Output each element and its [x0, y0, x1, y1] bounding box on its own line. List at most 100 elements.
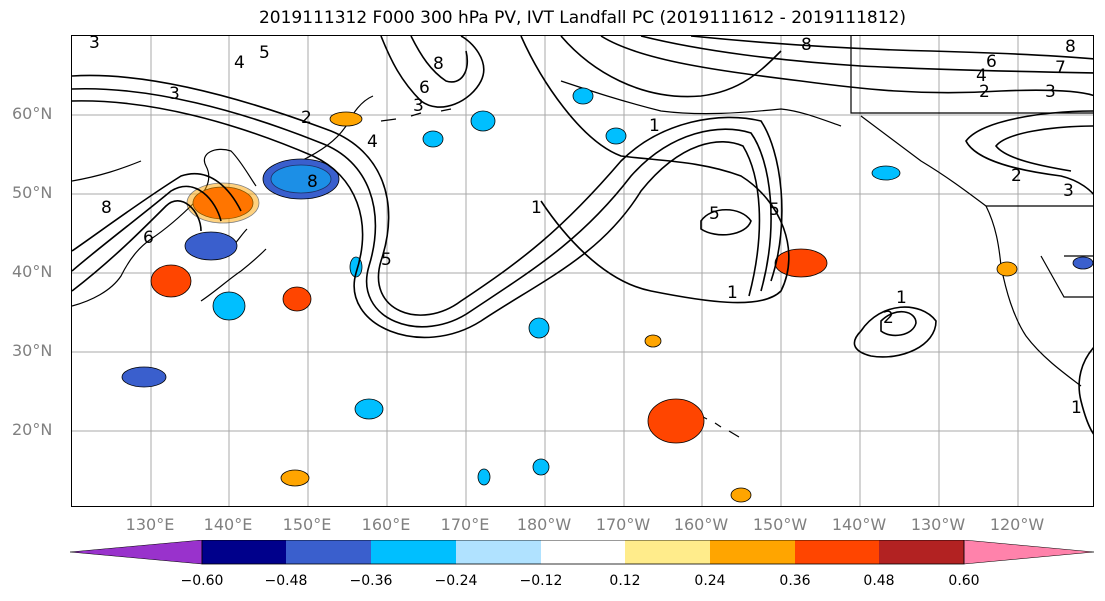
pv-negative-region	[871, 165, 901, 181]
na-coast	[860, 115, 1082, 387]
pv-negative-region	[532, 458, 550, 476]
contour-label: 2	[883, 308, 894, 328]
map-canvas: 3 5 4 3 8 8 6 5 4 3 2 1 8 6 5 1 5 1 8 1 …	[72, 36, 1093, 506]
contour-label: 2	[979, 82, 990, 102]
pv-negative-region	[354, 398, 384, 420]
pv-anomaly-shading	[121, 87, 1093, 503]
contour-label: 2	[301, 108, 312, 128]
lon-label: 150°E	[282, 515, 332, 534]
colorbar-tick-label: −0.60	[180, 573, 224, 589]
contour-label: 3	[1045, 82, 1056, 102]
pv-positive-region	[644, 334, 662, 348]
pv-negative-region	[605, 127, 627, 145]
pv-negative-region	[121, 366, 167, 388]
contour-label-group: 3 5 4 3 8 8 6 5 4 3 2 1 8 6 5 1 5 1 8 1 …	[89, 36, 1082, 418]
pv-negative-region	[470, 110, 496, 132]
colorbar-outline	[201, 540, 965, 565]
pv-negative-region	[270, 164, 332, 194]
colorbar-tick-label: −0.36	[349, 573, 393, 589]
colorbar-tick-label: −0.48	[264, 573, 308, 589]
ivt-contours	[72, 36, 1093, 435]
lon-label: 120°W	[989, 515, 1045, 534]
colorbar-segment	[286, 540, 371, 564]
contour-label: 3	[169, 84, 180, 104]
contour-label: 6	[143, 228, 154, 248]
pv-negative-region	[184, 231, 238, 261]
lon-label: 140°E	[203, 515, 253, 534]
pv-positive-region	[647, 398, 705, 444]
pv-negative-region	[422, 130, 444, 148]
lat-label: 60°N	[12, 104, 53, 123]
lon-label: 140°W	[831, 515, 887, 534]
colorbar-high-extend	[963, 540, 1095, 565]
lon-label: 180°W	[516, 515, 572, 534]
pv-positive-region	[282, 286, 312, 312]
contour-label: 6	[986, 52, 997, 72]
pv-negative-region	[572, 87, 594, 105]
colorbar-segment	[541, 540, 625, 564]
pv-negative-region	[1072, 256, 1093, 270]
contour-label: 8	[801, 36, 812, 55]
canada-border	[850, 36, 1093, 114]
contour-label: 1	[896, 288, 907, 308]
lon-label: 150°W	[752, 515, 808, 534]
colorbar-tick-label: 0.12	[609, 573, 641, 589]
pv-positive-region	[280, 469, 310, 487]
contour-label: 4	[234, 53, 245, 73]
lat-label: 20°N	[12, 420, 53, 439]
colorbar-tick-label: 0.36	[779, 573, 811, 589]
lat-label: 40°N	[12, 262, 53, 281]
contour-label: 5	[769, 200, 780, 220]
colorbar-segment	[371, 540, 456, 564]
colorbar-segment	[456, 540, 541, 564]
pv-negative-region	[528, 317, 550, 339]
lon-label: 170°W	[595, 515, 651, 534]
pv-negative-region	[212, 291, 246, 321]
lon-label: 160°W	[673, 515, 729, 534]
contour-label: 6	[419, 78, 430, 98]
contour-label: 3	[89, 36, 100, 53]
contour-label: 1	[649, 116, 660, 136]
contour-label: 7	[1055, 58, 1066, 78]
contour-label: 2	[1011, 166, 1022, 186]
contour-label: 8	[101, 198, 112, 218]
colorbar-segment	[710, 540, 795, 564]
lon-label: 170°E	[440, 515, 490, 534]
colorbar-segment	[795, 540, 879, 564]
lat-label: 30°N	[12, 341, 53, 360]
colorbar-tick-label: −0.24	[434, 573, 478, 589]
colorbar-segment	[879, 540, 964, 564]
map-panel: 3 5 4 3 8 8 6 5 4 3 2 1 8 6 5 1 5 1 8 1 …	[71, 35, 1094, 507]
contour-label: 8	[1065, 37, 1076, 57]
contour-label: 1	[727, 283, 738, 303]
aleutian-islands	[380, 108, 484, 122]
us-borders	[986, 205, 1093, 298]
colorbar-tick-label: 0.48	[863, 573, 895, 589]
lon-label: 160°E	[361, 515, 411, 534]
colorbar-segment	[625, 540, 710, 564]
contour-label: 3	[413, 96, 424, 116]
colorbar-segment	[202, 540, 286, 564]
hawaii-islands	[700, 415, 740, 438]
contour-label: 8	[307, 172, 318, 192]
pv-negative-region	[477, 468, 491, 486]
pv-positive-region	[996, 261, 1018, 277]
alaska-coast	[560, 80, 842, 127]
colorbar-tick-label: 0.60	[948, 573, 980, 589]
graticule	[72, 36, 1093, 506]
pv-positive-region	[329, 111, 363, 127]
lon-label: 130°E	[125, 515, 175, 534]
contour-label: 1	[1071, 398, 1082, 418]
contour-label: 5	[381, 250, 392, 270]
pv-positive-region	[774, 248, 828, 278]
colorbar-low-extend	[70, 540, 203, 565]
contour-label: 1	[531, 198, 542, 218]
contour-label: 3	[1063, 181, 1074, 201]
contour-label: 8	[433, 54, 444, 74]
contour-label: 4	[976, 66, 987, 86]
contour-label: 5	[709, 204, 720, 224]
pv-positive-region	[730, 487, 752, 503]
contour-label: 4	[367, 132, 378, 152]
contour-label: 5	[259, 43, 270, 63]
colorbar-tick-label: −0.12	[519, 573, 563, 589]
